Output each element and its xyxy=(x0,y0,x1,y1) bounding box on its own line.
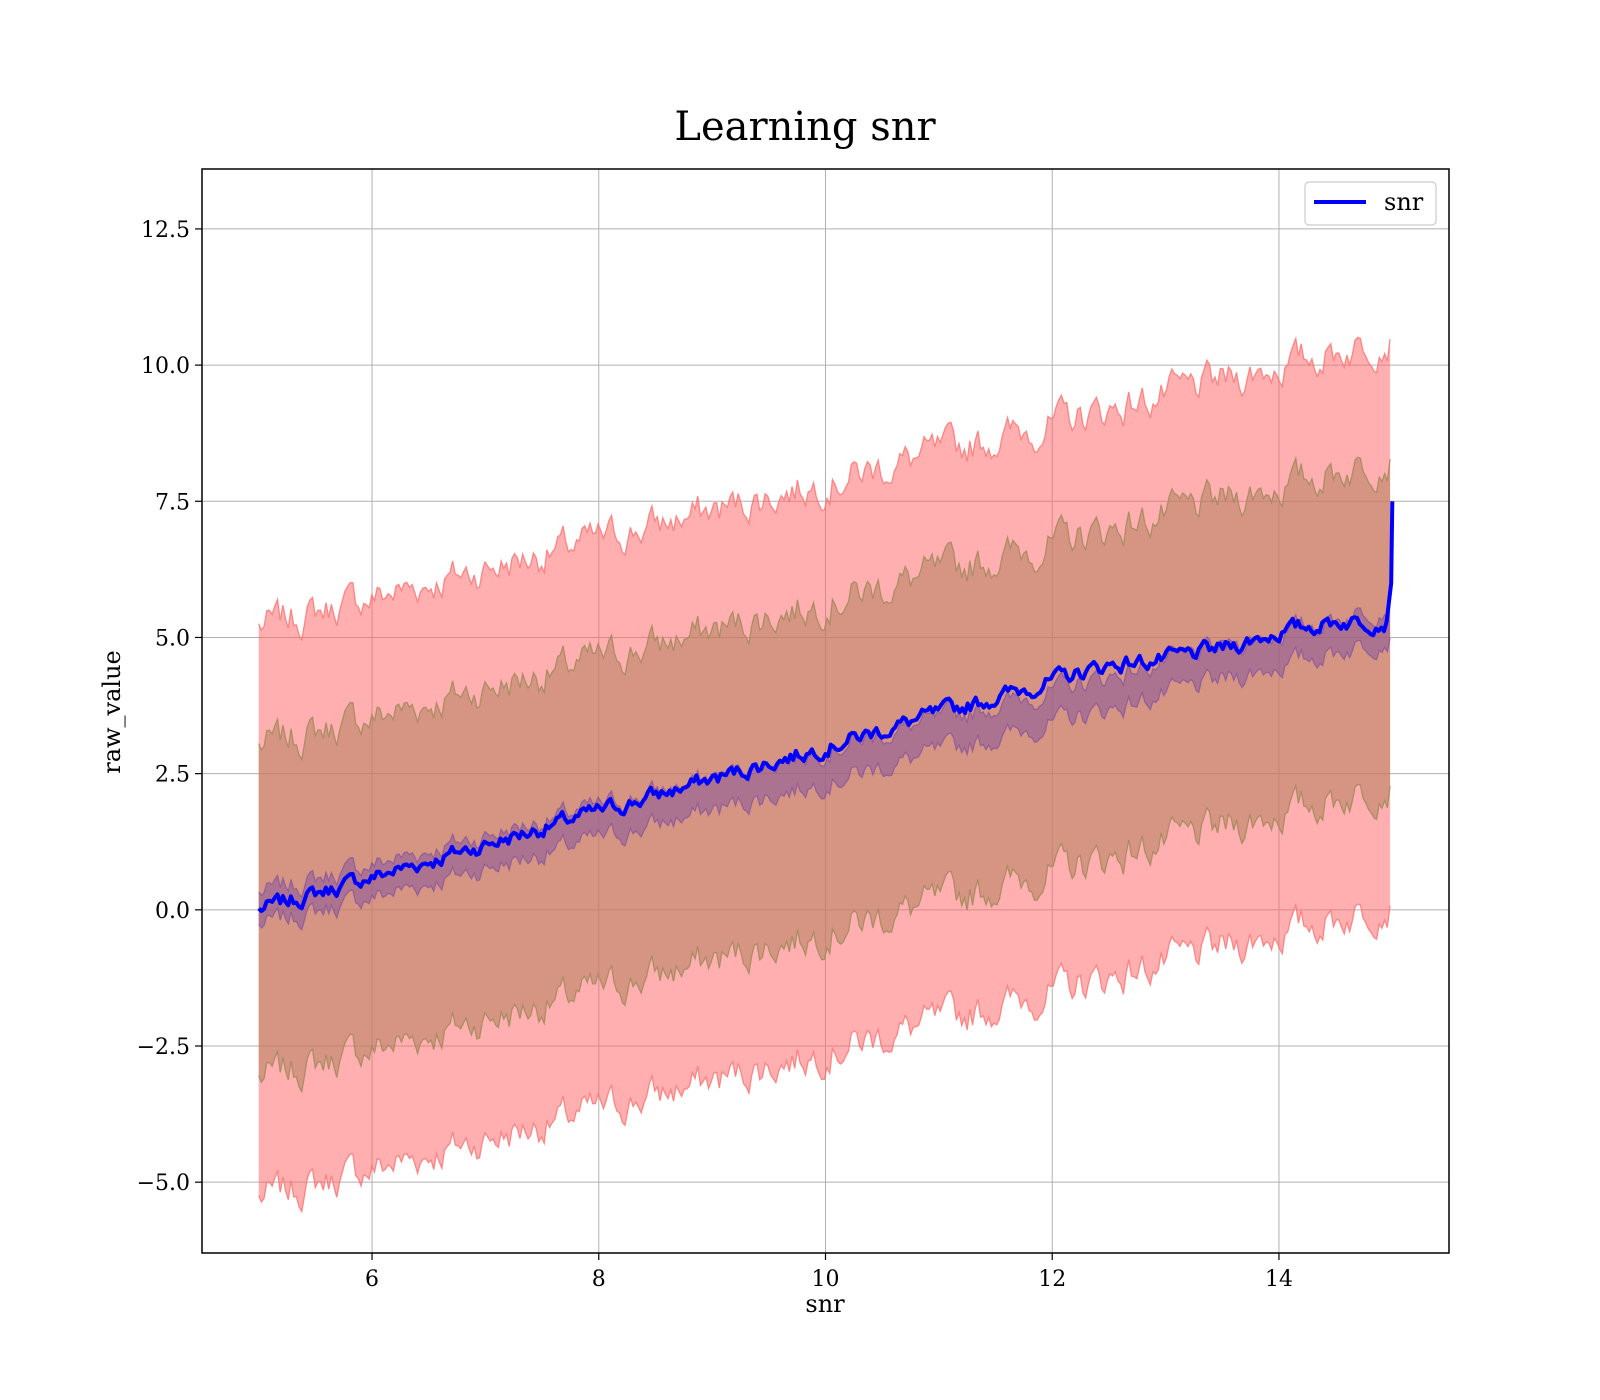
x-tick-label: 6 xyxy=(365,1267,379,1292)
x-tick-label: 14 xyxy=(1265,1267,1293,1292)
x-tick-label: 12 xyxy=(1038,1267,1066,1292)
y-tick-label: 12.5 xyxy=(141,218,190,243)
legend: snr xyxy=(1304,181,1437,226)
inner-band-fill xyxy=(258,457,1391,1092)
inner-band-upper xyxy=(258,455,1391,762)
inner-band-lower xyxy=(258,782,1391,1094)
bands xyxy=(258,335,1391,1214)
x-tick-label: 10 xyxy=(812,1267,840,1292)
y-axis-label: raw_value xyxy=(98,650,126,774)
y-tick-label: 2.5 xyxy=(155,763,190,788)
mean-band-fill xyxy=(258,605,1391,930)
y-tick-label: 5.0 xyxy=(155,626,190,651)
y-tick-label: −2.5 xyxy=(137,1035,190,1060)
legend-entry-snr: snr xyxy=(1384,188,1424,216)
y-tick-label: 10.0 xyxy=(141,354,190,379)
legend-box xyxy=(1304,181,1437,226)
y-tick-label: −5.0 xyxy=(137,1171,190,1196)
x-ticks: 6 8 10 12 14 xyxy=(365,1253,1293,1292)
outer-band-lower xyxy=(258,902,1391,1214)
chart-title: Learning snr xyxy=(674,104,936,150)
x-tick-label: 8 xyxy=(592,1267,606,1292)
outer-band-upper xyxy=(258,335,1391,642)
y-tick-label: 0.0 xyxy=(155,899,190,924)
x-axis-label: snr xyxy=(805,1290,845,1318)
series-line-snr xyxy=(257,501,1395,913)
y-tick-label: 7.5 xyxy=(155,490,190,515)
mean-band-lower xyxy=(258,638,1391,931)
y-ticks: −5.0 −2.5 0.0 2.5 5.0 7.5 10.0 12.5 xyxy=(137,218,202,1196)
series-lines xyxy=(257,501,1395,913)
